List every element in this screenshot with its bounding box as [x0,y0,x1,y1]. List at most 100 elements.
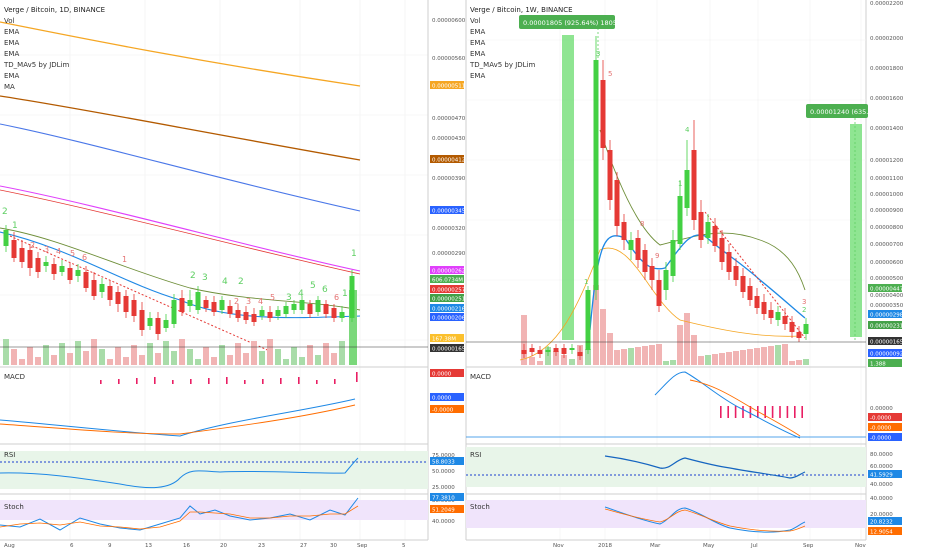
annotation-1: 0.00001805 (925.64%) 1805 [523,19,617,27]
candle-body [99,284,105,292]
candle-body [803,324,809,334]
volume-bar [35,357,41,365]
left-rsi-pane[interactable]: RSI 75.0000 50.0000 25.0000 58.8033 [0,443,464,491]
stoch-k-line [0,497,359,531]
volume-bar [251,341,257,365]
candle-body [51,264,57,274]
candle-body [593,60,599,290]
candle-body [585,290,591,350]
left-volume-bars [3,290,357,365]
price-tag-text: 0.00000412 [432,158,465,164]
volume-bar [621,349,627,365]
candle-body [754,296,760,308]
candle-body [628,240,634,250]
candle-body [179,298,185,312]
candle-body [315,300,321,312]
price-tag-text: 0.00000092 [870,352,903,358]
volume-bar [187,349,193,365]
macd-histogram-bar [262,379,264,384]
legend-ema-2[interactable]: EMA [4,39,19,47]
macd-histogram-bar [749,406,752,418]
volume-bar [147,343,153,365]
volume-bar [11,349,17,365]
axis-label: 0.00000320 [432,226,466,232]
price-tag: 0.00000165 [430,344,466,353]
price-tag: 0.00000511 [430,81,465,90]
candle-body [147,318,153,326]
axis-label: 0.00000470 [432,116,466,122]
price-tag-text: 0.00000257 [432,288,466,294]
right-macd-pane[interactable]: MACD 0.00000 -0.0000 -0.0000 -0.0000 [466,366,902,442]
candle-body [740,276,746,292]
price-tag-bg [868,321,902,329]
axis-label: 50.0000 [432,469,455,475]
volume-bar [299,357,305,365]
price-tag: 51.2049 [430,505,464,514]
legend-ema-1[interactable]: EMA [470,28,485,36]
axis-label: 0.00000390 [432,176,466,182]
left-chart-title: Verge / Bitcoin, 1D, BINANCE [4,6,105,14]
axis-label: 0.00000 [870,406,893,412]
price-tag: -0.0000 [868,433,902,442]
legend-ema-1[interactable]: EMA [4,28,19,36]
legend-ema-3[interactable]: EMA [4,50,19,58]
legend-ema-4[interactable]: EMA [4,72,19,80]
right-price-tags: 0.00000447 0.00000298 0.00000231 0.00000165… [868,284,904,368]
left-time-axis[interactable]: Aug 6 9 13 16 20 23 27 30 Sep 5 [0,539,428,549]
axis-label: 40.0000 [432,519,455,525]
price-tag-bg [868,349,902,357]
candle-body [283,306,289,314]
price-tag: 0.00000216 [430,304,466,313]
left-price-axis[interactable]: 0.00000600 0.00000560 0.00000470 0.00000… [432,18,466,257]
right-price-axis[interactable]: 0.00002200 0.00002000 0.00001800 0.00001600… [870,1,904,309]
axis-label: 25.0000 [432,485,455,491]
volume-bar [726,352,732,365]
left-macd-pane[interactable]: MACD 0.0000 0.0000 -0.0000 [0,366,464,437]
right-rsi-pane[interactable]: RSI 80.0000 60.0000 40.0000 41.5929 [466,443,902,488]
macd-histogram-bar [720,406,722,418]
volume-bar [19,359,25,365]
volume-bar [99,349,105,365]
legend-vol[interactable]: Vol [470,17,481,25]
legend-vol[interactable]: Vol [4,17,15,25]
right-td-counts: 1 3 4 1 2 5 8 9 3 [584,50,806,314]
left-price-tags: 0.00000511 0.00000412 0.00000345 0.00000262… [430,81,466,353]
candle-body [553,348,559,352]
candle-body [107,286,113,300]
left-rsi-label: RSI [4,451,15,459]
right-time-axis[interactable]: Nov 2018 Mar May Jul Sep Nov [466,539,866,549]
legend-td-mav5[interactable]: TD_MAv5 by JDLim [469,61,536,69]
left-legend: Vol EMA EMA EMA TD_MAv5 by JDLim EMA MA [3,17,70,91]
right-chart-pane[interactable]: 0.00001805 (925.64%) 1805 0.00001240 (63… [465,0,904,540]
volume-bar [712,354,718,365]
price-tag: 0.00000412 [430,155,465,164]
axis-label: 0.00002200 [870,1,904,7]
legend-ema-4[interactable]: EMA [470,72,485,80]
price-tag-text: -0.0000 [870,416,892,422]
price-tag: 0.00000447 [868,284,904,293]
right-stoch-pane[interactable]: Stoch 40.0000 20.0000 20.8232 12.9054 [466,493,902,536]
right-volume-bars [521,285,809,365]
macd-histogram-bar [298,377,300,384]
candle-body [726,252,732,272]
legend-td-mav5[interactable]: TD_MAv5 by JDLim [3,61,70,69]
legend-ema-2[interactable]: EMA [470,39,485,47]
volume-bar [349,290,357,365]
legend-ma[interactable]: MA [4,83,15,91]
macd-histogram-bar [801,406,803,418]
macd-signal-line [689,379,801,437]
td-count-red: 4 [258,297,263,306]
legend-ema-3[interactable]: EMA [470,50,485,58]
volume-bar [339,341,345,365]
volume-bar [635,347,641,365]
candle-body [59,266,65,272]
price-tag-bg [430,206,464,214]
price-tag: 0.00000251 [430,294,465,303]
candle-body [705,222,711,238]
price-tag-text: 58.8033 [432,460,455,466]
candle-body [768,310,774,318]
